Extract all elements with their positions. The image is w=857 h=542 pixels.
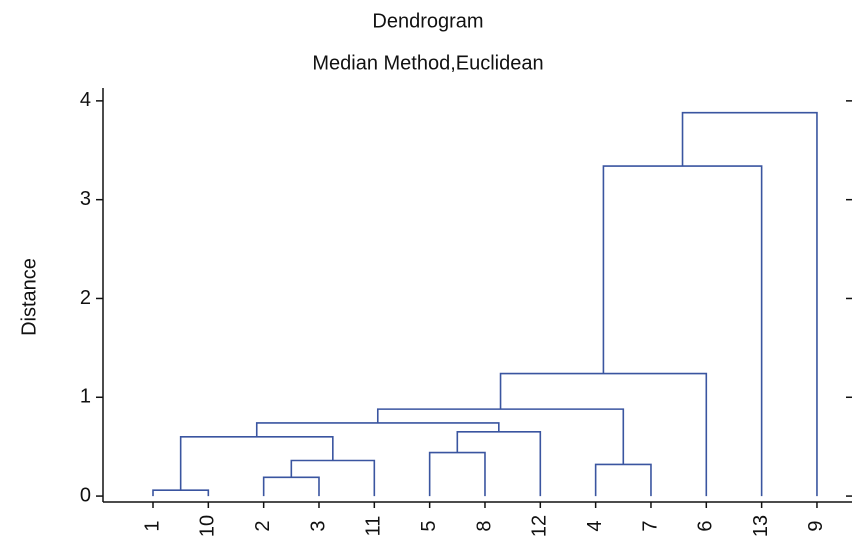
y-tick-label: 4: [80, 89, 91, 111]
y-axis-label: Distance: [18, 258, 40, 336]
link: [179, 435, 334, 491]
leaf-label: 9: [805, 520, 827, 531]
link: [594, 463, 652, 497]
leaf-label: 4: [584, 520, 606, 531]
leaf-label: 11: [363, 516, 385, 537]
link: [681, 111, 818, 497]
leaf-label: 8: [473, 520, 495, 531]
link: [499, 372, 708, 497]
leaf-label: 10: [197, 515, 219, 537]
link: [290, 459, 376, 497]
leaf-label: 6: [695, 520, 717, 531]
y-tick-label: 3: [80, 188, 91, 210]
leaf-label: 1: [141, 520, 163, 531]
chart-title: Dendrogram: [372, 10, 483, 32]
leaf-label: 5: [418, 520, 440, 531]
link: [456, 431, 542, 497]
leaf-label: 12: [529, 515, 551, 537]
link: [152, 489, 210, 497]
y-tick-label: 2: [80, 287, 91, 309]
leaf-label: 7: [639, 520, 661, 531]
link: [376, 408, 625, 465]
link: [428, 451, 486, 497]
leaf-label: 13: [750, 515, 772, 537]
link: [602, 165, 763, 497]
leaf-label: 3: [307, 520, 329, 531]
chart-subtitle: Median Method,Euclidean: [312, 52, 543, 74]
leaf-label: 2: [252, 520, 274, 531]
link: [255, 422, 500, 437]
y-tick-label: 0: [80, 484, 91, 506]
link: [262, 476, 320, 497]
y-tick-label: 1: [80, 386, 91, 408]
